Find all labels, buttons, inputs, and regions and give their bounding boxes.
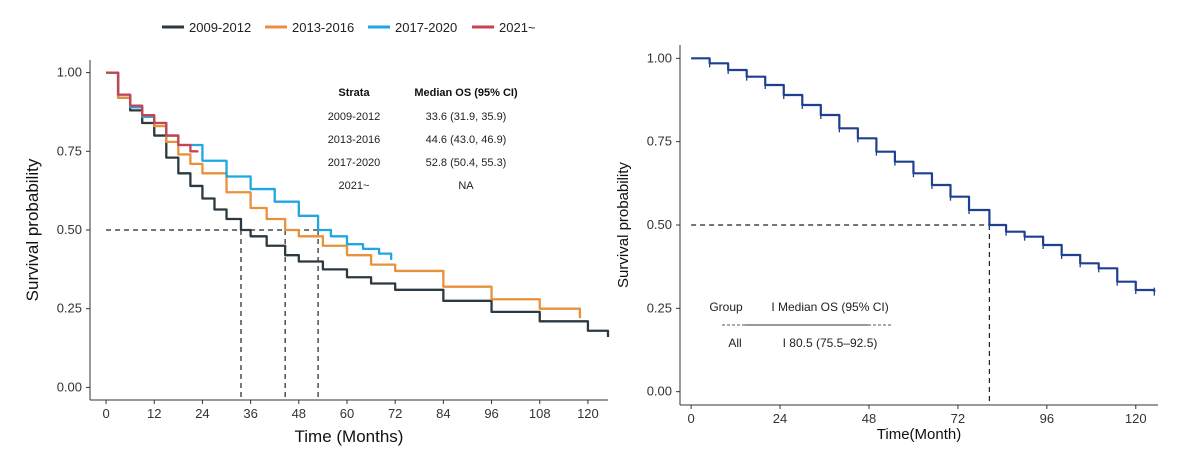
x-tick-label: 24	[195, 406, 209, 421]
x-tick-label: 36	[243, 406, 257, 421]
table-header-group: Group	[709, 300, 743, 314]
x-axis-title: Time (Months)	[295, 427, 404, 446]
table-cell-median-os: I 80.5 (75.5–92.5)	[783, 336, 878, 350]
table-cell-strata: 2021~	[339, 180, 370, 192]
y-tick-label: 0.50	[647, 217, 672, 232]
y-tick-label: 0.00	[57, 379, 82, 394]
y-tick-label: 1.00	[57, 65, 82, 80]
table-cell-median-os: 52.8 (50.4, 55.3)	[426, 157, 507, 169]
x-tick-label: 48	[292, 406, 306, 421]
series-line-2013-2016	[106, 71, 582, 319]
legend-label-2021: 2021~	[499, 20, 536, 35]
table-cell-strata: 2013-2016	[328, 134, 381, 146]
y-tick-label: 0.75	[57, 143, 82, 158]
km-plot-left: 0.00 0.25 0.50 0.75 1.00 0 12 24 36 48 60 72 84 96 108…	[23, 20, 610, 446]
x-tick-label: 0	[687, 411, 694, 426]
y-tick-label: 0.25	[57, 301, 82, 316]
x-tick-label: 60	[340, 406, 354, 421]
x-tick-label: 72	[388, 406, 402, 421]
table-header-median-os: Median OS (95% CI)	[414, 87, 518, 99]
series-line-2021	[106, 71, 199, 153]
legend-label-2009-2012: 2009-2012	[189, 20, 251, 35]
x-tick-label: 108	[529, 406, 551, 421]
y-tick-label: 0.00	[647, 384, 672, 399]
y-tick-label: 1.00	[647, 50, 672, 65]
x-tick-label: 48	[862, 411, 876, 426]
x-tick-label: 12	[147, 406, 161, 421]
x-tick-label: 24	[773, 411, 787, 426]
series-line-all	[691, 57, 1156, 292]
x-tick-label: 120	[1125, 411, 1147, 426]
y-tick-label: 0.25	[647, 300, 672, 315]
y-axis-title: Survival probability	[23, 158, 42, 301]
table-cell-median-os: 33.6 (31.9, 35.9)	[426, 111, 507, 123]
y-tick-label: 0.50	[57, 222, 82, 237]
table-cell-median-os: 44.6 (43.0, 46.9)	[426, 134, 507, 146]
table-cell-median-os: NA	[458, 180, 474, 192]
y-tick-label: 0.75	[647, 134, 672, 149]
x-tick-label: 72	[951, 411, 965, 426]
x-tick-label: 96	[484, 406, 498, 421]
x-axis-title: Time(Month)	[877, 426, 961, 443]
table-cell-strata: 2009-2012	[328, 111, 381, 123]
legend-label-2013-2016: 2013-2016	[292, 20, 354, 35]
x-tick-label: 0	[102, 406, 109, 421]
y-axis-title: Survival probability	[615, 162, 632, 288]
legend-label-2017-2020: 2017-2020	[395, 20, 457, 35]
table-cell-group: All	[728, 336, 741, 350]
x-tick-label: 120	[577, 406, 599, 421]
table-header-median-os: I Median OS (95% CI)	[771, 300, 888, 314]
km-plot-right: 0.00 0.25 0.50 0.75 1.00 0 24 48 72 96 120 Time(Mon…	[615, 45, 1158, 443]
x-tick-label: 96	[1040, 411, 1054, 426]
x-tick-label: 84	[436, 406, 450, 421]
table-cell-strata: 2017-2020	[328, 157, 381, 169]
series-line-2009-2012	[106, 71, 610, 338]
table-header-strata: Strata	[338, 87, 370, 99]
